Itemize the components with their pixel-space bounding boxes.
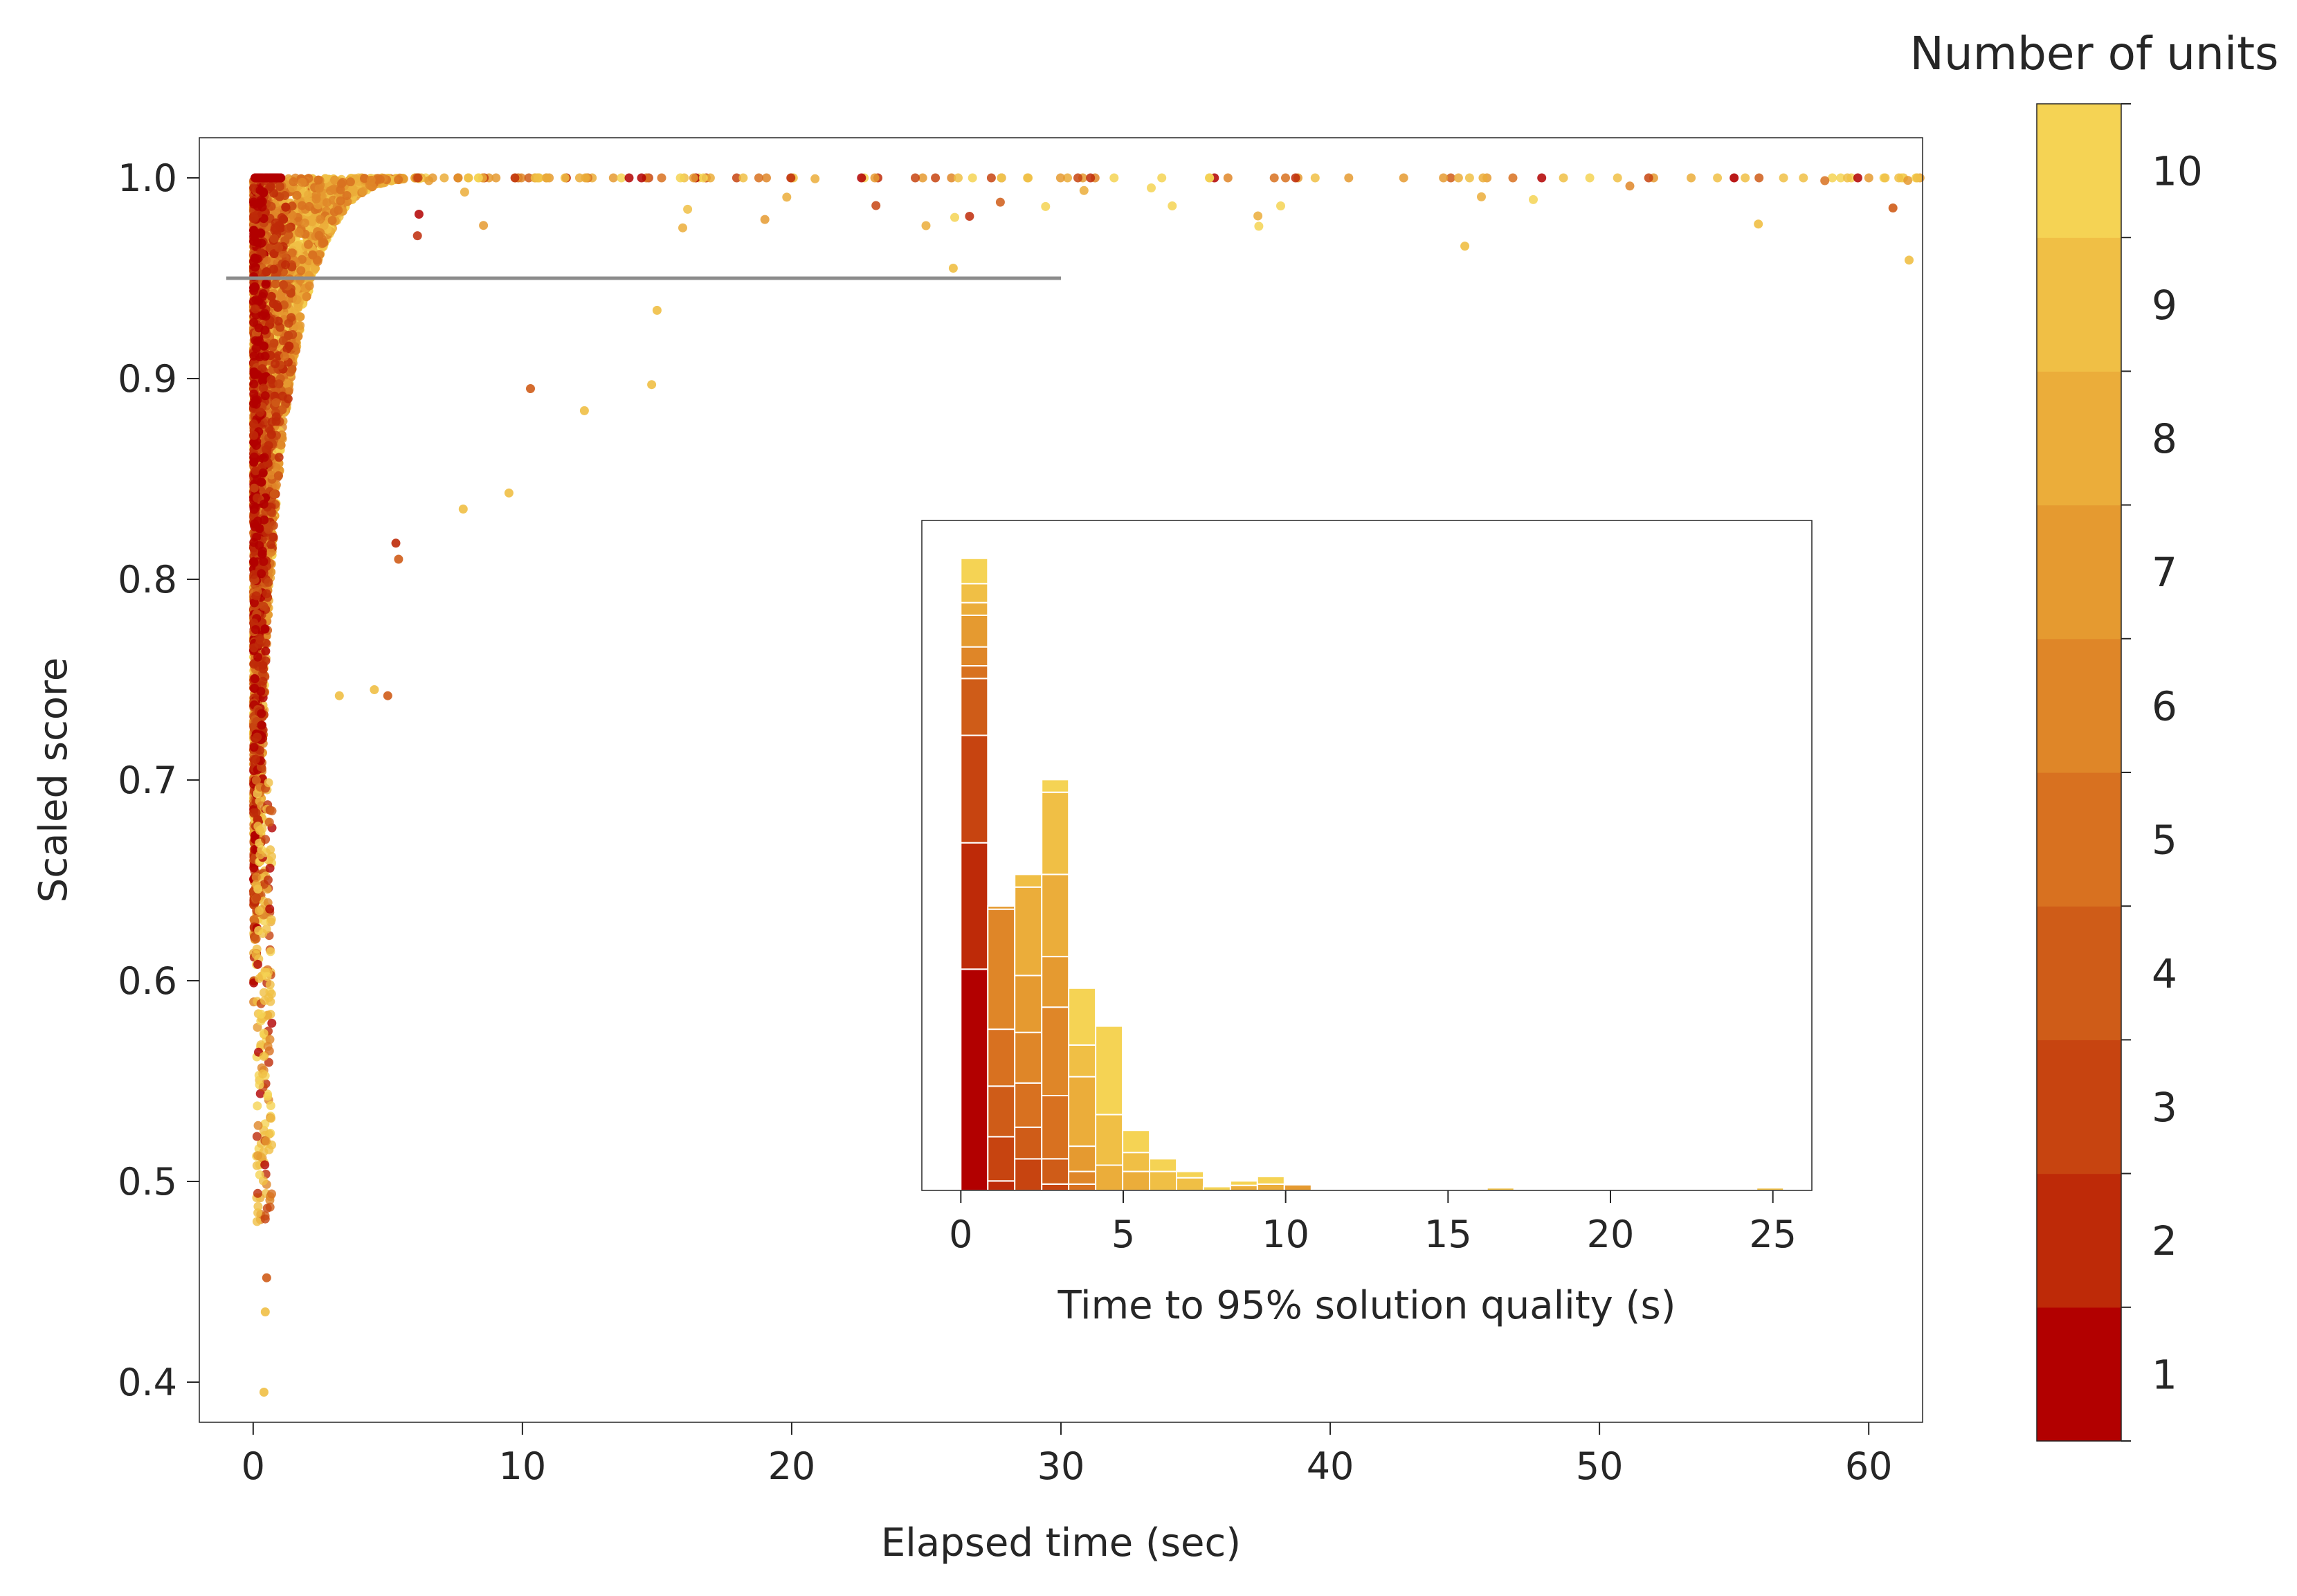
scatter-point — [271, 463, 281, 472]
scatter-point — [314, 183, 324, 193]
scatter-point — [273, 471, 283, 480]
scatter-point — [271, 279, 280, 289]
scatter-point — [297, 201, 307, 210]
scatter-point — [269, 532, 278, 542]
scatter-point — [282, 379, 291, 388]
scatter-point — [292, 190, 302, 200]
scatter-point — [273, 316, 283, 326]
scatter-point — [253, 652, 263, 662]
scatter-point — [308, 250, 318, 260]
scatter-point — [322, 198, 332, 208]
scatter-point — [271, 398, 281, 408]
scatter-point — [266, 291, 276, 301]
scatter-point — [268, 343, 278, 352]
scatter-point — [260, 391, 270, 401]
scatter-point — [264, 525, 273, 534]
scatter-point — [259, 383, 268, 393]
scatter-point — [287, 313, 296, 323]
scatter-point — [282, 344, 292, 354]
scatter-point — [287, 248, 297, 257]
scatter-point — [269, 489, 279, 499]
scatter-point — [258, 676, 268, 686]
scatter-point — [298, 177, 307, 187]
scatter-point — [262, 267, 271, 277]
scatter-point — [289, 177, 298, 187]
scatter-point — [311, 194, 321, 204]
scatter-point — [281, 202, 291, 212]
scatter-point — [275, 181, 284, 191]
scatter-point — [249, 570, 259, 579]
scatter-point — [284, 230, 293, 240]
scatter-point — [327, 216, 337, 225]
scatter-point — [262, 255, 271, 265]
scatter-point — [358, 187, 368, 197]
scatter-point — [264, 577, 273, 587]
scatter-point — [259, 601, 269, 611]
main-scatter-points — [249, 173, 1925, 1397]
scatter-point — [336, 179, 346, 189]
scatter-point — [261, 656, 271, 666]
scatter-point — [274, 453, 284, 462]
scatter-point — [304, 239, 313, 249]
scatter-point — [297, 255, 307, 264]
scatter-point — [269, 234, 279, 244]
scatter-point — [274, 293, 284, 302]
scatter-point — [336, 196, 345, 206]
scatter-point — [280, 352, 289, 361]
scatter-point — [305, 281, 314, 291]
scatter-point — [280, 191, 290, 200]
scatter-point — [266, 540, 276, 550]
scatter-point — [334, 206, 343, 215]
scatter-point — [349, 187, 359, 197]
scatter-point — [314, 175, 323, 185]
scatter-point — [249, 915, 259, 925]
scatter-point — [394, 175, 403, 185]
scatter-point — [266, 470, 276, 480]
scatter-point — [249, 379, 259, 389]
scatter-point — [269, 188, 279, 198]
scatter-point — [287, 364, 297, 374]
scatter-point — [319, 238, 329, 248]
scatter-point — [304, 174, 314, 183]
scatter-point — [300, 218, 309, 228]
scatter-point — [249, 660, 259, 669]
scatter-point — [294, 228, 304, 237]
scatter-point — [276, 440, 286, 450]
scatter-point — [314, 230, 324, 240]
scatter-point — [266, 201, 276, 211]
scatter-point — [296, 266, 306, 275]
scatter-point — [302, 292, 311, 301]
scatter-point — [279, 215, 289, 224]
scatter-point — [342, 191, 352, 200]
scatter-point — [254, 640, 264, 649]
scatter-point — [305, 201, 314, 211]
scatter-point — [292, 295, 302, 305]
scatter-point — [296, 312, 305, 322]
scatter-point — [316, 215, 325, 224]
scatter-point — [330, 175, 340, 185]
scatter-point — [345, 177, 355, 187]
scatter-point — [249, 863, 259, 873]
scatter-point — [266, 547, 275, 557]
scatter-point — [366, 175, 376, 185]
scatter-point — [288, 330, 298, 339]
scatter-point — [269, 249, 279, 258]
scatter-point — [267, 417, 277, 427]
